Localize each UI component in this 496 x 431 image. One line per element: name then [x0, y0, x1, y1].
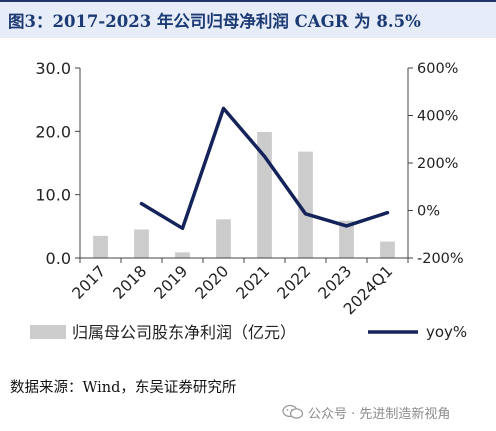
- y-left-tick-label: 20.0: [35, 122, 71, 141]
- y-right-tick-label: 400%: [417, 109, 458, 125]
- bar-2018: [134, 229, 149, 258]
- y-right-tick-label: -200%: [417, 251, 464, 267]
- wechat-icon: [282, 404, 304, 419]
- source-note: 数据来源：Wind，东吴证券研究所: [10, 380, 237, 396]
- bar-series: [93, 131, 395, 258]
- y-right-tick-label: 0%: [417, 204, 440, 220]
- legend-bar-label: 归属母公司股东净利润（亿元）: [72, 323, 296, 342]
- x-tick-label: 2019: [151, 262, 192, 303]
- legend: 归属母公司股东净利润（亿元） yoy%: [30, 323, 467, 342]
- chart-title: 图3：2017-2023 年公司归母净利润 CAGR 为 8.5%: [8, 12, 421, 31]
- x-tick-label: 2017: [69, 262, 110, 303]
- legend-line-label: yoy%: [426, 323, 467, 341]
- y-right-tick-label: 600%: [417, 61, 458, 77]
- bar-2022: [298, 151, 313, 258]
- yoy-line: [139, 106, 390, 231]
- x-tick-label: 2020: [192, 262, 233, 303]
- x-tick-label: 2022: [274, 262, 315, 303]
- y-left-tick-label: 10.0: [35, 186, 71, 205]
- watermark-text: 公众号 · 先进制造新视角: [308, 406, 451, 422]
- y-left-tick-label: 0.0: [46, 249, 71, 268]
- y-right-tick-label: 200%: [417, 156, 458, 172]
- x-tick-label: 2021: [233, 262, 274, 303]
- bar-2020: [216, 219, 231, 258]
- bar-2024Q1: [380, 241, 395, 258]
- legend-bar-swatch: [30, 325, 66, 339]
- bar-2023: [339, 220, 354, 258]
- x-tick-label: 2018: [110, 262, 151, 303]
- watermark: 公众号 · 先进制造新视角: [282, 402, 450, 422]
- bar-2019: [175, 252, 190, 258]
- title-bar: 图3：2017-2023 年公司归母净利润 CAGR 为 8.5%: [0, 0, 496, 38]
- y-left-tick-label: 30.0: [35, 59, 71, 78]
- bar-2017: [93, 235, 108, 258]
- yoy-line-series: [139, 106, 390, 231]
- combo-chart: 0.0 10.0 20.0 30.0 -200% 0% 200% 400% 600% 2017…: [30, 59, 467, 342]
- y-axis-left: 0.0 10.0 20.0 30.0: [35, 59, 81, 268]
- y-axis-right: -200% 0% 200% 400% 600%: [407, 61, 464, 267]
